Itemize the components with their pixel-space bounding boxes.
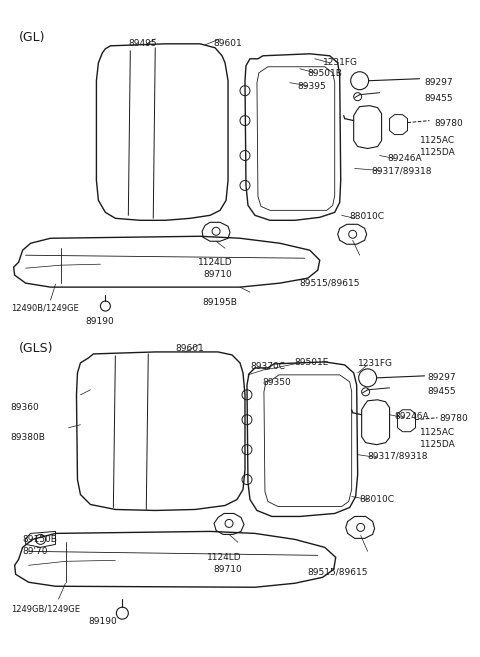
Text: 89150B: 89150B [23, 535, 58, 545]
Text: 1231FG: 1231FG [323, 58, 358, 67]
Text: 12490B/1249GE: 12490B/1249GE [11, 303, 78, 312]
Text: 89317/89318: 89317/89318 [368, 451, 428, 461]
Text: 88010C: 88010C [350, 212, 384, 221]
Text: 89601: 89601 [213, 39, 242, 48]
Text: 89455: 89455 [428, 387, 456, 396]
Text: 89370C: 89370C [250, 362, 285, 371]
Text: 89501E: 89501E [295, 358, 329, 367]
Text: 1124LD: 1124LD [207, 553, 241, 562]
Text: 89515/89615: 89515/89615 [300, 278, 360, 287]
Text: 1125DA: 1125DA [420, 148, 455, 156]
Text: 1231FG: 1231FG [358, 359, 393, 368]
Text: 89601: 89601 [176, 344, 204, 353]
Text: (GL): (GL) [19, 31, 45, 44]
Text: 89501B: 89501B [308, 69, 343, 78]
Text: 89297: 89297 [424, 78, 453, 87]
Text: 89'70: 89'70 [23, 547, 48, 556]
Text: 89246A: 89246A [387, 154, 422, 162]
Text: 88010C: 88010C [360, 495, 395, 503]
Text: 1125AC: 1125AC [420, 135, 455, 145]
Text: 89710: 89710 [204, 270, 232, 279]
Text: 1125AC: 1125AC [420, 428, 455, 437]
Text: 89495: 89495 [128, 39, 157, 48]
Text: 1124LD: 1124LD [198, 258, 232, 267]
Text: 89380B: 89380B [11, 433, 46, 442]
Text: 1125DA: 1125DA [420, 440, 455, 449]
Text: 89246A: 89246A [395, 412, 429, 420]
Text: (GLS): (GLS) [19, 342, 53, 355]
Text: 89195B: 89195B [203, 298, 238, 307]
Text: 89297: 89297 [428, 373, 456, 382]
Text: 89360: 89360 [11, 403, 39, 412]
Text: 89780: 89780 [439, 414, 468, 422]
Text: 89190: 89190 [85, 317, 114, 326]
Text: 1249GB/1249GE: 1249GB/1249GE [11, 604, 80, 613]
Text: 89190: 89190 [88, 617, 117, 626]
Text: 89515/89615: 89515/89615 [308, 567, 368, 576]
Text: 89317/89318: 89317/89318 [372, 166, 432, 175]
Text: 89350: 89350 [262, 378, 291, 387]
Text: 89455: 89455 [424, 94, 453, 102]
Text: 89780: 89780 [434, 119, 463, 127]
Text: 89710: 89710 [214, 565, 242, 574]
Text: 89395: 89395 [298, 81, 326, 91]
